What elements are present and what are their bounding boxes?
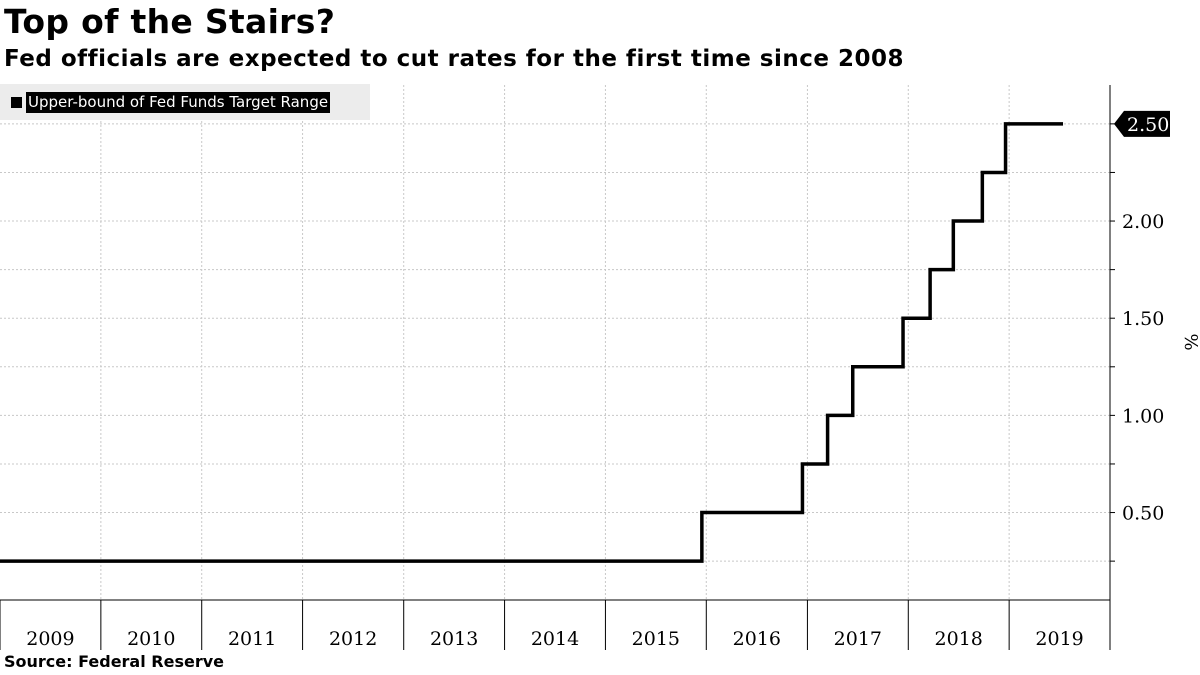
x-tick-label: 2019 [1035, 628, 1083, 650]
chart-title: Top of the Stairs? [4, 2, 336, 41]
x-tick-label: 2015 [632, 628, 680, 650]
x-tick-label: 2011 [228, 628, 276, 650]
x-tick-label: 2009 [26, 628, 74, 650]
last-value-badge [1114, 110, 1170, 137]
x-tick-label: 2018 [935, 628, 983, 650]
legend-swatch [11, 97, 22, 108]
x-tick-label: 2017 [834, 628, 882, 650]
y-axis-label: % [1180, 333, 1200, 350]
source-note: Source: Federal Reserve [4, 652, 224, 671]
last-value-label: 2.50 [1127, 114, 1169, 136]
y-tick-label: 2.00 [1122, 211, 1164, 233]
x-tick-label: 2010 [127, 628, 175, 650]
y-tick-label: 1.50 [1122, 308, 1164, 330]
legend-label: Upper-bound of Fed Funds Target Range [26, 92, 331, 113]
y-tick-label: 1.00 [1122, 405, 1164, 427]
x-tick-label: 2012 [329, 628, 377, 650]
chart-subtitle: Fed officials are expected to cut rates … [4, 46, 905, 72]
y-tick-label: 0.50 [1122, 503, 1164, 525]
series-line [0, 122, 1064, 563]
legend: Upper-bound of Fed Funds Target Range [0, 84, 370, 120]
x-tick-label: 2016 [733, 628, 781, 650]
x-tick-label: 2014 [531, 628, 579, 650]
x-tick-label: 2013 [430, 628, 478, 650]
